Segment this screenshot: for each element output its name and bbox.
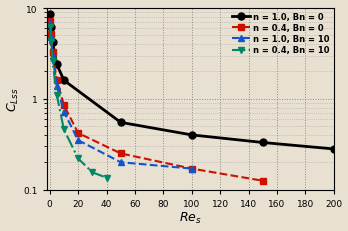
n = 1.0, Bn = 10 [190,167,194,170]
n = 0.4, Bn = 10 [90,171,94,174]
n = 1.0, Bn = 10 [62,111,66,114]
n = 1.0, Bn = 10 [48,23,53,26]
n = 0.4, Bn = 0 [55,79,59,82]
n = 1.0, Bn = 0 [119,122,123,124]
n = 1.0, Bn = 10 [55,85,59,88]
n = 1.0, Bn = 10 [49,36,53,39]
Line: n = 0.4, Bn = 0: n = 0.4, Bn = 0 [47,18,266,184]
n = 0.4, Bn = 0 [50,51,55,54]
X-axis label: $Re_s$: $Re_s$ [179,210,202,225]
n = 1.0, Bn = 10 [50,55,55,58]
n = 1.0, Bn = 0 [332,148,336,151]
n = 0.4, Bn = 10 [50,61,55,63]
n = 1.0, Bn = 0 [62,79,66,82]
n = 0.4, Bn = 10 [104,176,109,179]
Line: n = 0.4, Bn = 10: n = 0.4, Bn = 10 [47,24,110,181]
n = 1.0, Bn = 0 [50,42,55,44]
Line: n = 1.0, Bn = 0: n = 1.0, Bn = 0 [47,12,337,153]
n = 0.4, Bn = 0 [62,104,66,107]
n = 0.4, Bn = 10 [48,26,53,29]
n = 1.0, Bn = 0 [190,134,194,137]
n = 0.4, Bn = 0 [48,21,53,23]
n = 0.4, Bn = 10 [76,157,80,160]
n = 0.4, Bn = 0 [49,33,53,36]
n = 0.4, Bn = 0 [119,152,123,155]
n = 1.0, Bn = 0 [55,64,59,66]
n = 0.4, Bn = 10 [62,128,66,131]
Y-axis label: $C_{Lss}$: $C_{Lss}$ [6,87,21,112]
n = 0.4, Bn = 0 [261,179,265,182]
Legend: n = 1.0, Bn = 0, n = 0.4, Bn = 0, n = 1.0, Bn = 10, n = 0.4, Bn = 10: n = 1.0, Bn = 0, n = 0.4, Bn = 0, n = 1.… [230,12,331,57]
n = 0.4, Bn = 0 [190,167,194,170]
n = 1.0, Bn = 10 [119,161,123,164]
n = 1.0, Bn = 10 [76,139,80,142]
n = 0.4, Bn = 0 [76,132,80,135]
n = 1.0, Bn = 0 [48,14,53,17]
n = 1.0, Bn = 0 [261,141,265,144]
Line: n = 1.0, Bn = 10: n = 1.0, Bn = 10 [47,21,195,172]
n = 0.4, Bn = 10 [49,41,53,43]
n = 1.0, Bn = 0 [49,26,53,29]
n = 0.4, Bn = 10 [55,94,59,97]
